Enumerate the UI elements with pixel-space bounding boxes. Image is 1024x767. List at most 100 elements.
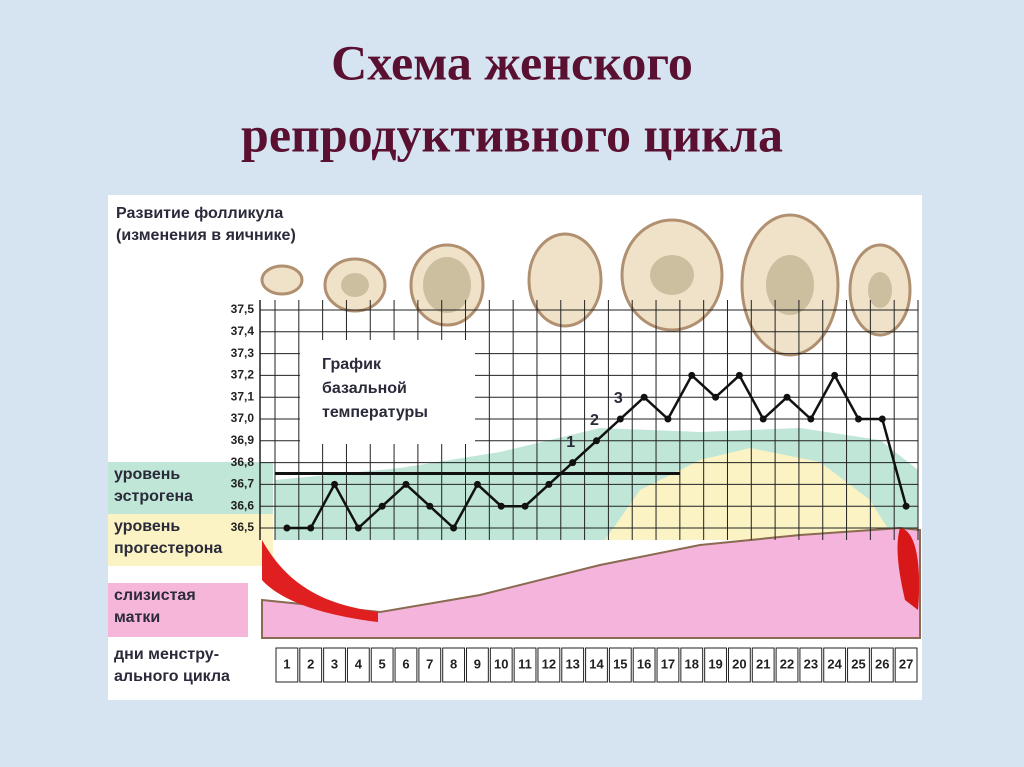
x-tick-label: 1 — [283, 656, 290, 671]
x-tick-label: 25 — [851, 656, 865, 671]
section-label: уровень — [114, 466, 180, 483]
day-cell — [585, 647, 608, 683]
y-tick-label: 37,0 — [231, 411, 255, 425]
day-cell — [799, 647, 823, 683]
x-tick-label: 2 — [307, 656, 314, 671]
y-tick-label: 37,5 — [231, 302, 255, 316]
section-label: матки — [114, 609, 160, 626]
temperature-point — [807, 415, 815, 423]
section-label: эстрогена — [114, 488, 193, 505]
day-cell — [727, 647, 751, 683]
x-tick-label: 7 — [426, 656, 433, 671]
day-cell — [299, 647, 323, 683]
y-tick-label: 37,1 — [231, 389, 255, 403]
temperature-point — [831, 371, 839, 379]
temperature-point — [616, 415, 624, 423]
day-cell — [346, 647, 370, 683]
x-tick-label: 10 — [494, 656, 508, 671]
temperature-point — [307, 524, 315, 532]
y-tick-label: 37,2 — [231, 368, 255, 382]
annotation: 1 — [566, 434, 575, 451]
follicle-cores — [341, 255, 892, 315]
day-cell — [704, 647, 727, 683]
x-tick-label: 16 — [637, 656, 651, 671]
temperature-point — [402, 480, 410, 488]
x-tick-label: 22 — [780, 656, 794, 671]
x-tick-label: 26 — [875, 656, 889, 671]
y-tick-label: 36,5 — [231, 520, 255, 534]
chart-title: График — [322, 356, 382, 373]
day-cell — [608, 647, 632, 683]
menstruation — [897, 528, 920, 610]
day-cell — [442, 647, 466, 683]
chart-title: базальной — [322, 380, 407, 397]
day-cell — [823, 647, 847, 683]
chart-title: температуры — [322, 404, 428, 421]
day-cell — [370, 647, 394, 683]
chart-title-bg — [300, 340, 475, 444]
temperature-point — [378, 502, 386, 510]
x-tick-label: 12 — [542, 656, 556, 671]
temperature-point — [759, 415, 767, 423]
section-label: слизистая — [114, 587, 196, 604]
temperature-point — [664, 415, 672, 423]
x-tick-label: 4 — [355, 656, 363, 671]
temperature-point — [783, 393, 791, 401]
x-tick-label: 24 — [827, 656, 842, 671]
temperature-point — [902, 502, 910, 510]
y-tick-label: 36,6 — [231, 498, 255, 512]
section-label: уровень — [114, 518, 180, 535]
x-tick-label: 9 — [474, 656, 481, 671]
y-tick-label: 37,4 — [231, 324, 255, 338]
day-cell — [680, 647, 704, 683]
annotation: 2 — [590, 412, 599, 429]
y-tick-label: 37,3 — [231, 346, 255, 360]
endometrium-label-bg — [108, 583, 248, 637]
temperature-point — [331, 480, 339, 488]
temperature-point — [521, 502, 529, 510]
x-tick-label: 11 — [518, 656, 532, 671]
y-tick-label: 36,9 — [231, 433, 255, 447]
menstruation — [262, 540, 378, 622]
day-cell — [847, 647, 870, 683]
x-tick-label: 8 — [450, 656, 457, 671]
temperature-point — [854, 415, 862, 423]
day-cell — [394, 647, 418, 683]
temperature-point — [688, 371, 696, 379]
day-cell — [275, 647, 299, 683]
x-tick-label: 13 — [565, 656, 579, 671]
day-cell — [537, 647, 561, 683]
day-cell — [513, 647, 537, 683]
x-tick-label: 18 — [685, 656, 699, 671]
day-cell — [775, 647, 799, 683]
day-cell — [632, 647, 656, 683]
progesterone-label-bg — [108, 514, 273, 566]
x-tick-label: 14 — [589, 656, 604, 671]
temperature-point — [640, 393, 648, 401]
section-label: (изменения в яичнике) — [116, 227, 296, 244]
slide-title: Схема женского — [331, 34, 693, 90]
temperature-point — [497, 502, 505, 510]
annotation: 3 — [614, 390, 623, 407]
x-tick-label: 3 — [331, 656, 338, 671]
x-tick-label: 27 — [899, 656, 913, 671]
temperature-point — [545, 480, 553, 488]
temperature-point — [735, 371, 743, 379]
temperature-point — [569, 459, 577, 467]
temperature-point — [878, 415, 886, 423]
temperature-point — [473, 480, 481, 488]
day-cell — [561, 647, 585, 683]
day-cell — [751, 647, 775, 683]
x-tick-label: 21 — [756, 656, 770, 671]
day-cell — [656, 647, 680, 683]
y-tick-label: 36,8 — [231, 455, 255, 469]
day-cell — [489, 647, 513, 683]
estrogen-label-bg — [108, 462, 273, 514]
day-cell — [418, 647, 442, 683]
x-tick-label: 5 — [379, 656, 386, 671]
section-label: Развитие фолликула — [116, 205, 283, 222]
section-label: дни менстру- — [114, 646, 219, 663]
x-tick-label: 19 — [708, 656, 722, 671]
x-tick-label: 15 — [613, 656, 627, 671]
